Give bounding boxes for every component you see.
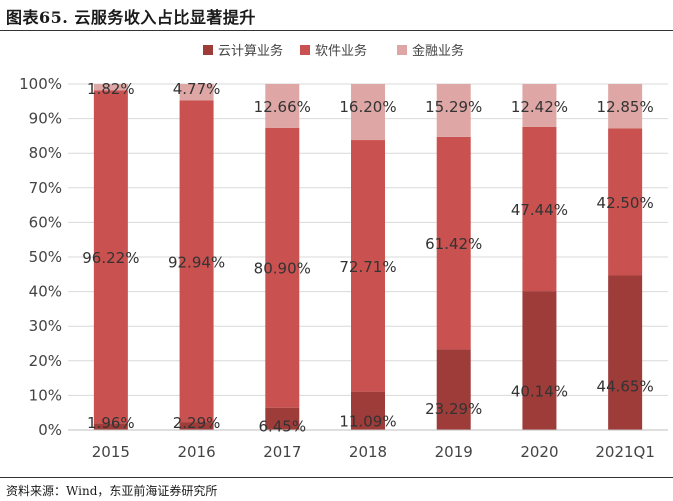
legend-swatch xyxy=(397,45,407,55)
x-tick-label: 2015 xyxy=(92,443,130,461)
data-label: 92.94% xyxy=(168,253,225,271)
y-tick-label: 20% xyxy=(29,352,62,370)
bar-segment xyxy=(522,126,557,292)
y-tick-label: 10% xyxy=(29,386,62,404)
bar-segment xyxy=(522,291,557,430)
data-label: 16.20% xyxy=(339,98,396,116)
data-label: 1.96% xyxy=(87,414,135,432)
data-label: 12.85% xyxy=(597,98,654,116)
data-label: 42.50% xyxy=(597,194,654,212)
data-label: 61.42% xyxy=(425,235,482,253)
y-tick-label: 0% xyxy=(38,421,62,439)
bar-segment xyxy=(436,349,471,430)
data-label: 15.29% xyxy=(425,98,482,116)
bar-segment xyxy=(351,391,385,430)
y-tick-label: 50% xyxy=(29,248,62,266)
y-tick-label: 30% xyxy=(29,317,62,335)
data-label: 12.66% xyxy=(254,98,311,116)
x-tick-label: 2018 xyxy=(349,443,387,461)
y-tick-label: 70% xyxy=(29,179,62,197)
x-tick-label: 2020 xyxy=(520,443,558,461)
legend-label: 金融业务 xyxy=(412,43,464,59)
data-label: 80.90% xyxy=(254,260,311,278)
bar-segment xyxy=(608,128,643,276)
y-tick-label: 60% xyxy=(29,213,62,231)
legend-label: 软件业务 xyxy=(315,43,367,59)
y-tick-label: 80% xyxy=(29,144,62,162)
data-label: 23.29% xyxy=(425,400,482,418)
bar-segment xyxy=(351,140,385,392)
chart-title: 图表65. 云服务收入占比显著提升 xyxy=(6,8,256,27)
data-label: 11.09% xyxy=(339,412,396,430)
data-label: 1.82% xyxy=(87,80,135,98)
legend-swatch xyxy=(203,45,213,55)
data-label: 40.14% xyxy=(511,382,568,400)
bars xyxy=(93,83,643,430)
data-label: 47.44% xyxy=(511,201,568,219)
bar-segment xyxy=(522,84,557,127)
y-tick-label: 40% xyxy=(29,283,62,301)
x-tick-label: 2019 xyxy=(435,443,473,461)
legend-label: 云计算业务 xyxy=(218,43,283,59)
x-tick-label: 2016 xyxy=(177,443,215,461)
x-tick-label: 2017 xyxy=(263,443,301,461)
bar-segment xyxy=(436,84,471,137)
bar-segment xyxy=(93,84,128,91)
data-label: 72.71% xyxy=(339,258,396,276)
data-label: 96.22% xyxy=(82,249,139,267)
bar-segment xyxy=(265,407,300,430)
y-tick-label: 100% xyxy=(19,75,62,93)
bar-segment xyxy=(93,423,128,430)
legend-swatch xyxy=(300,45,310,55)
bar-segment xyxy=(351,84,385,141)
bar-segment xyxy=(93,90,128,424)
data-label: 4.77% xyxy=(173,80,221,98)
data-label: 44.65% xyxy=(597,378,654,396)
axes: 0% 10% 20% 30% 40% 50% 60% 70% 80% 90% 100% 2015 201… xyxy=(19,75,668,461)
x-tick-label: 2021Q1 xyxy=(595,443,655,461)
bar-segment xyxy=(179,100,214,423)
data-label: 2.29% xyxy=(173,414,221,432)
legend: 云计算业务 软件业务 金融业务 xyxy=(203,43,464,59)
bar-segment xyxy=(436,136,471,350)
bar-segment xyxy=(265,83,300,128)
y-tick-label: 90% xyxy=(29,110,62,128)
data-label: 6.45% xyxy=(258,417,306,435)
source-note: 资料来源：Wind，东亚前海证券研究所 xyxy=(6,484,218,498)
bar-segment xyxy=(179,84,214,101)
data-label: 12.42% xyxy=(511,98,568,116)
bar-segment xyxy=(608,275,643,430)
title-divider xyxy=(0,30,673,31)
data-labels: 1.96% 96.22% 1.82% 2.29% 92.94% 4.77% 6.45% 80.… xyxy=(82,80,653,435)
bar-segment xyxy=(608,84,643,129)
footer-divider xyxy=(0,477,673,478)
bar-segment xyxy=(265,127,300,408)
bar-segment xyxy=(179,422,214,430)
